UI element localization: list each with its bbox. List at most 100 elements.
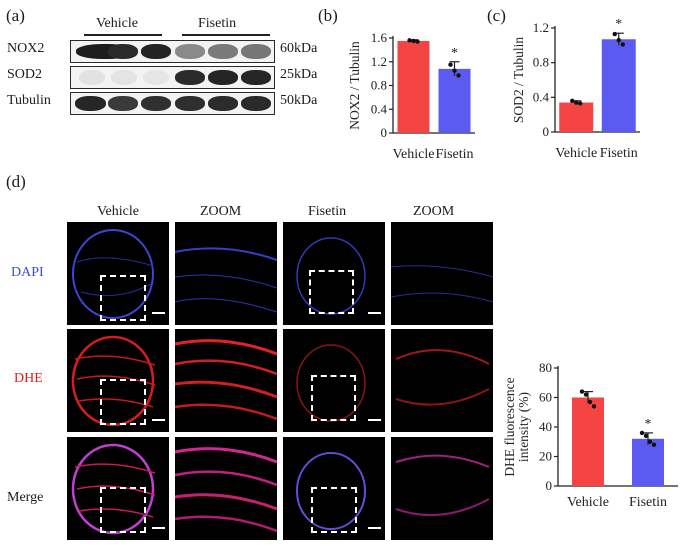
nox2-significance: * xyxy=(451,46,458,61)
tubulin-label: Tubulin xyxy=(7,93,51,108)
nox2-label: NOX2 xyxy=(7,41,45,56)
vehicle-group-line xyxy=(84,34,162,36)
sod2-data-point xyxy=(578,101,583,106)
nox2-category-label: Vehicle xyxy=(393,147,435,162)
nox2-data-point xyxy=(448,62,453,67)
nox2-data-point xyxy=(411,38,416,44)
dhe-category-label: Vehicle xyxy=(567,495,609,510)
dhe-data-point xyxy=(639,430,645,436)
col-header-zoom-2: ZOOM xyxy=(413,204,455,219)
dhe-bar-vehicle xyxy=(572,397,604,486)
row-label-dapi: DAPI xyxy=(11,265,44,280)
fisetin-group-label: Fisetin xyxy=(198,16,237,31)
merge-vehicle-zoom-image xyxy=(175,437,277,540)
dhe-data-point xyxy=(651,442,657,447)
sod2-data-point xyxy=(612,31,617,37)
row-label-merge: Merge xyxy=(7,490,44,505)
scale-bar xyxy=(368,527,381,529)
sod2-data-point xyxy=(574,100,579,105)
nox2-bar-fisetin xyxy=(438,68,471,133)
dapi-fisetin-zoom-box xyxy=(309,270,354,314)
merge-vehicle-zoom-box xyxy=(100,487,146,533)
scale-bar xyxy=(368,419,381,421)
scale-bar xyxy=(368,312,381,314)
nox2-y-tick-label: 1.2 xyxy=(371,54,387,69)
panel-b-letter: (b) xyxy=(318,6,338,25)
dhe-vehicle-image xyxy=(67,329,169,432)
sod2-y-axis-label: SOD2 / Tubulin xyxy=(511,37,526,124)
sod2-data-point xyxy=(616,37,621,43)
nox2-category-label: Fisetin xyxy=(435,147,473,162)
merge-fisetin-zoom-image xyxy=(391,437,493,540)
dhe-data-point xyxy=(643,433,649,439)
dhe-y-tick-label: 0 xyxy=(546,478,553,493)
row-label-dhe: DHE xyxy=(14,371,43,386)
nox2-data-point xyxy=(415,39,420,44)
sod2-y-tick-label: 0 xyxy=(543,124,550,139)
dhe-fisetin-image xyxy=(283,329,385,432)
col-header-zoom-1: ZOOM xyxy=(200,204,242,219)
col-header-fisetin: Fisetin xyxy=(308,204,347,219)
nox2-chart: 0 0.4 0.8 1.2 1.6 NOX2 / Tubulin Vehicle * Fiset… xyxy=(347,30,475,162)
panel-d-letter: (d) xyxy=(6,172,26,191)
sod2-size: 25kDa xyxy=(280,67,318,82)
merge-vehicle-image xyxy=(67,437,169,540)
dhe-chart: 0 20 40 60 80 DHE fluorescence intensity (%) Ve… xyxy=(502,360,678,510)
dhe-category-label: Fisetin xyxy=(629,495,667,510)
sod2-y-tick-label: 1.2 xyxy=(533,20,549,35)
dapi-fisetin-image xyxy=(283,222,385,325)
tubulin-size: 50kDa xyxy=(280,93,318,108)
dhe-y-axis-label: intensity (%) xyxy=(516,392,531,462)
sod2-data-point xyxy=(620,42,625,47)
scale-bar xyxy=(152,419,165,421)
dhe-data-point xyxy=(591,404,597,409)
nox2-data-point xyxy=(456,73,461,78)
merge-fisetin-zoom-box xyxy=(311,487,357,533)
dhe-data-point xyxy=(579,389,585,394)
nox2-blot xyxy=(70,40,275,63)
sod2-blot xyxy=(70,66,275,89)
sod2-y-tick-label: 0.4 xyxy=(533,89,550,104)
nox2-data-point xyxy=(452,68,457,73)
dhe-data-point xyxy=(587,399,593,405)
dhe-data-point xyxy=(647,439,653,444)
dhe-fisetin-zoom-image xyxy=(391,329,493,432)
dhe-y-axis-label: DHE fluorescence xyxy=(502,377,517,476)
nox2-y-axis-label: NOX2 / Tubulin xyxy=(347,41,362,130)
nox2-size: 60kDa xyxy=(280,41,318,56)
panel-a-letter: (a) xyxy=(6,6,25,25)
nox2-y-tick-label: 0 xyxy=(381,125,388,140)
dapi-vehicle-image xyxy=(67,222,169,325)
col-header-vehicle: Vehicle xyxy=(97,204,139,219)
nox2-y-tick-label: 1.6 xyxy=(371,30,388,45)
dhe-bar-fisetin xyxy=(632,438,664,486)
fisetin-group-line xyxy=(182,34,270,36)
nox2-bar-vehicle xyxy=(397,40,430,133)
sod2-chart: 0 0.4 0.8 1.2 SOD2 / Tubulin Vehicle * Fisetin xyxy=(511,17,640,161)
dhe-significance: * xyxy=(645,417,652,432)
scale-bar xyxy=(152,527,165,529)
dhe-fisetin-zoom-box xyxy=(311,375,356,421)
dapi-vehicle-zoom-box xyxy=(100,275,146,321)
panel-c-letter: (c) xyxy=(487,6,506,25)
vehicle-group-label: Vehicle xyxy=(96,16,138,31)
sod2-bar-vehicle xyxy=(559,102,594,132)
tubulin-blot xyxy=(70,92,275,115)
dhe-vehicle-zoom-box xyxy=(100,379,146,425)
dhe-y-tick-label: 40 xyxy=(539,419,552,434)
scale-bar xyxy=(152,312,165,314)
dhe-data-point xyxy=(583,392,589,397)
sod2-category-label: Vehicle xyxy=(555,146,597,161)
sod2-bar-fisetin xyxy=(601,39,636,133)
sod2-data-point xyxy=(570,98,575,104)
merge-fisetin-image xyxy=(283,437,385,540)
sod2-label: SOD2 xyxy=(7,67,43,82)
dhe-y-tick-label: 80 xyxy=(539,360,552,375)
dapi-vehicle-zoom-image xyxy=(175,222,277,325)
dhe-vehicle-zoom-image xyxy=(175,329,277,432)
nox2-y-tick-label: 0.8 xyxy=(371,78,387,93)
sod2-y-tick-label: 0.8 xyxy=(533,55,549,70)
nox2-data-point xyxy=(407,38,412,43)
dhe-y-tick-label: 20 xyxy=(539,449,552,464)
dapi-fisetin-zoom-image xyxy=(391,222,493,325)
